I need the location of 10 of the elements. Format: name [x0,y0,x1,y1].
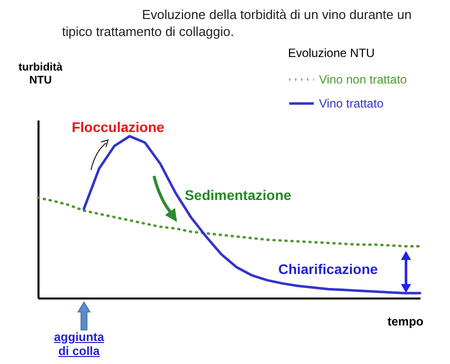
y-axis-title: turbidità NTU [18,62,64,86]
legend-label: Vino non trattato [319,72,408,86]
x-axis-title: tempo [388,314,424,328]
legend-title: Evoluzione NTU [288,46,375,60]
chart-title: Evoluzione della torbidità di un vino durante un tipico trattamento di collaggio. [62,6,413,40]
legend-label: Vino trattato [319,96,384,110]
annotation: Chiarificazione [278,261,378,277]
text: aggiunta di colla [53,330,106,358]
annotation: Sedimentazione [184,187,292,203]
text: Flocculazione [72,119,164,135]
